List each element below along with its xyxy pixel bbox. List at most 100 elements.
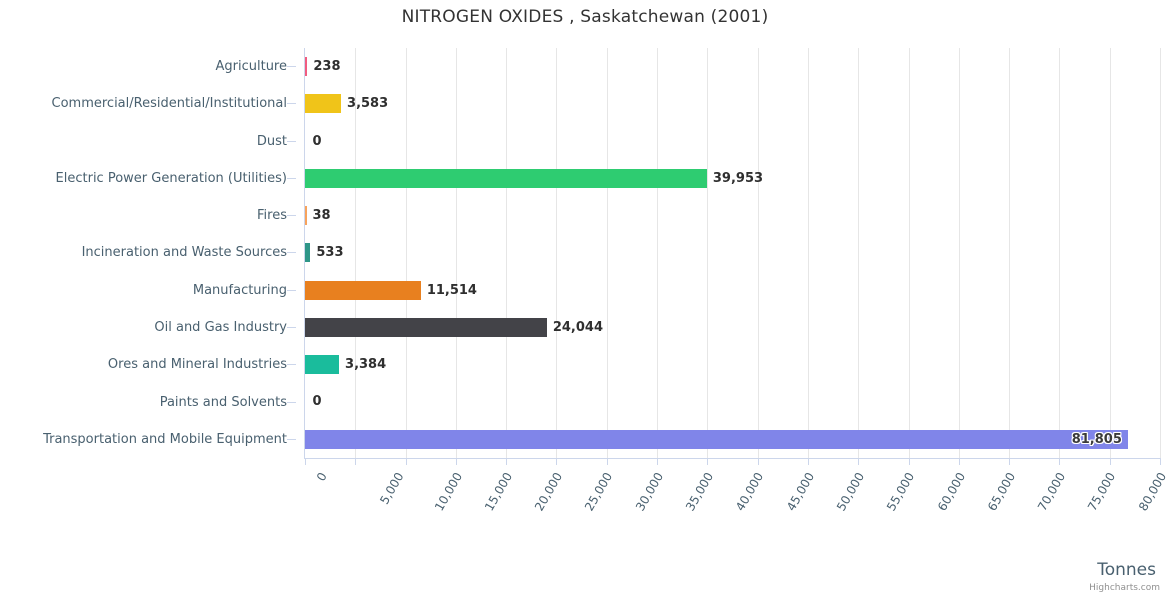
chart-title: NITROGEN OXIDES , Saskatchewan (2001) xyxy=(401,7,769,27)
x-axis-tick-label: 55,000 xyxy=(884,470,918,514)
y-axis-category-row[interactable]: Incineration and Waste Sources xyxy=(0,234,296,271)
y-axis-tick xyxy=(287,327,296,329)
bar-value-label: 3,583 xyxy=(347,96,389,112)
x-axis-tick xyxy=(657,459,659,465)
x-axis-tick-label: 35,000 xyxy=(683,470,717,514)
y-axis-tick xyxy=(287,66,296,68)
y-axis-tick xyxy=(287,103,296,105)
y-axis-category-row[interactable]: Transportation and Mobile Equipment xyxy=(0,421,296,458)
x-axis-tick xyxy=(556,459,558,465)
y-axis-category-row[interactable]: Agriculture xyxy=(0,48,296,85)
x-axis-title: Tonnes xyxy=(1097,560,1156,580)
bar-row: 24,044 xyxy=(305,309,1160,346)
y-axis-category-row[interactable]: Ores and Mineral Industries xyxy=(0,346,296,383)
x-axis-tick xyxy=(707,459,709,465)
bar[interactable] xyxy=(305,243,311,263)
bar[interactable] xyxy=(305,280,421,300)
y-axis-category-row[interactable]: Paints and Solvents xyxy=(0,383,296,420)
bar[interactable] xyxy=(305,57,308,76)
y-axis-line xyxy=(304,48,305,459)
plot-area: 238 3,583 0 39,953 38 533 11,514 24,044 3,384 0 81… xyxy=(305,48,1161,458)
bar[interactable] xyxy=(305,429,1128,449)
x-gridline xyxy=(958,48,960,458)
bar-value-label: 3,384 xyxy=(345,357,387,373)
y-axis-category-label: Oil and Gas Industry xyxy=(154,320,287,336)
x-gridline xyxy=(858,48,860,458)
y-axis-tick xyxy=(287,177,296,179)
x-axis-tick-label: 45,000 xyxy=(783,470,817,514)
y-axis-category-row[interactable]: Manufacturing xyxy=(0,272,296,309)
bar[interactable] xyxy=(305,206,307,226)
y-axis-tick xyxy=(287,215,296,217)
x-axis-tick xyxy=(355,459,357,465)
bar-value-label: 0 xyxy=(312,394,322,410)
bar-value-label: 238 xyxy=(313,59,341,74)
x-axis-tick xyxy=(405,459,407,465)
y-axis-category-label: Dust xyxy=(256,133,287,149)
y-axis-category-label: Transportation and Mobile Equipment xyxy=(43,431,287,447)
y-axis-category-row[interactable]: Oil and Gas Industry xyxy=(0,309,296,346)
x-gridline xyxy=(556,48,558,458)
x-gridline xyxy=(807,48,809,458)
x-axis-tick xyxy=(305,459,306,465)
y-axis-tick xyxy=(287,289,296,291)
x-axis-tick xyxy=(455,459,457,465)
x-gridline xyxy=(757,48,759,458)
x-axis-tick xyxy=(908,459,910,465)
bar-row: 81,805 xyxy=(305,421,1160,458)
x-axis-tick xyxy=(1009,459,1011,465)
x-axis-tick xyxy=(958,459,960,465)
bar-value-label: 38 xyxy=(312,208,331,224)
x-gridline xyxy=(1109,48,1111,458)
y-axis-category-label: Fires xyxy=(257,208,287,224)
bar-value-label: 533 xyxy=(316,245,344,261)
x-gridline xyxy=(1160,48,1161,458)
y-axis-category-row[interactable]: Dust xyxy=(0,123,296,160)
x-axis-tick-label: 50,000 xyxy=(833,470,868,514)
x-gridline xyxy=(355,48,357,458)
y-axis-category-row[interactable]: Fires xyxy=(0,197,296,234)
bar-row: 238 xyxy=(305,48,1160,85)
y-axis-tick xyxy=(287,140,296,142)
x-gridline xyxy=(908,48,910,458)
y-axis-category-label: Ores and Mineral Industries xyxy=(107,357,287,373)
bar-row: 0 xyxy=(305,123,1160,160)
bar[interactable] xyxy=(305,317,547,337)
y-axis-category-row[interactable]: Commercial/Residential/Institutional xyxy=(0,85,296,122)
bar-row: 39,953 xyxy=(305,160,1160,197)
x-axis-tick xyxy=(1109,459,1111,465)
bar[interactable] xyxy=(305,168,707,188)
x-axis-tick xyxy=(606,459,608,465)
y-axis-category-labels: Agriculture Commercial/Residential/Instit… xyxy=(0,48,296,458)
y-axis-category-row[interactable]: Electric Power Generation (Utilities) xyxy=(0,160,296,197)
x-gridline xyxy=(1059,48,1061,458)
x-axis-tick-label: 70,000 xyxy=(1035,470,1069,514)
x-gridline xyxy=(606,48,608,458)
x-axis-tick-label: 80,000 xyxy=(1135,470,1169,514)
bar-value-label: 11,514 xyxy=(426,282,477,298)
bar-row: 11,514 xyxy=(305,272,1160,309)
x-axis-tick xyxy=(757,459,759,465)
bar-value-label: 39,953 xyxy=(712,170,764,186)
x-axis-tick xyxy=(1059,459,1061,465)
x-axis-tick-label: 60,000 xyxy=(934,470,968,514)
bar-value-label: 24,044 xyxy=(552,319,604,335)
y-axis-tick xyxy=(287,364,296,366)
y-axis-tick xyxy=(287,252,296,254)
bar-row: 38 xyxy=(305,197,1160,234)
bar-row: 3,583 xyxy=(305,85,1160,122)
highcharts-credits: Highcharts.com xyxy=(1089,583,1160,593)
y-axis-category-label: Paints and Solvents xyxy=(159,394,287,410)
x-gridline xyxy=(707,48,709,458)
x-axis-tick xyxy=(807,459,809,465)
y-axis-category-label: Agriculture xyxy=(215,59,288,75)
bar[interactable] xyxy=(305,94,342,114)
bar[interactable] xyxy=(305,355,340,375)
x-axis-tick-label: 40,000 xyxy=(733,470,767,514)
x-axis-tick-label: 10,000 xyxy=(431,470,465,514)
x-axis-tick-label: 75,000 xyxy=(1085,470,1119,514)
x-axis-tick-label: 30,000 xyxy=(632,470,666,514)
x-axis-tick xyxy=(506,459,508,465)
x-axis-tick-label: 15,000 xyxy=(481,470,515,514)
